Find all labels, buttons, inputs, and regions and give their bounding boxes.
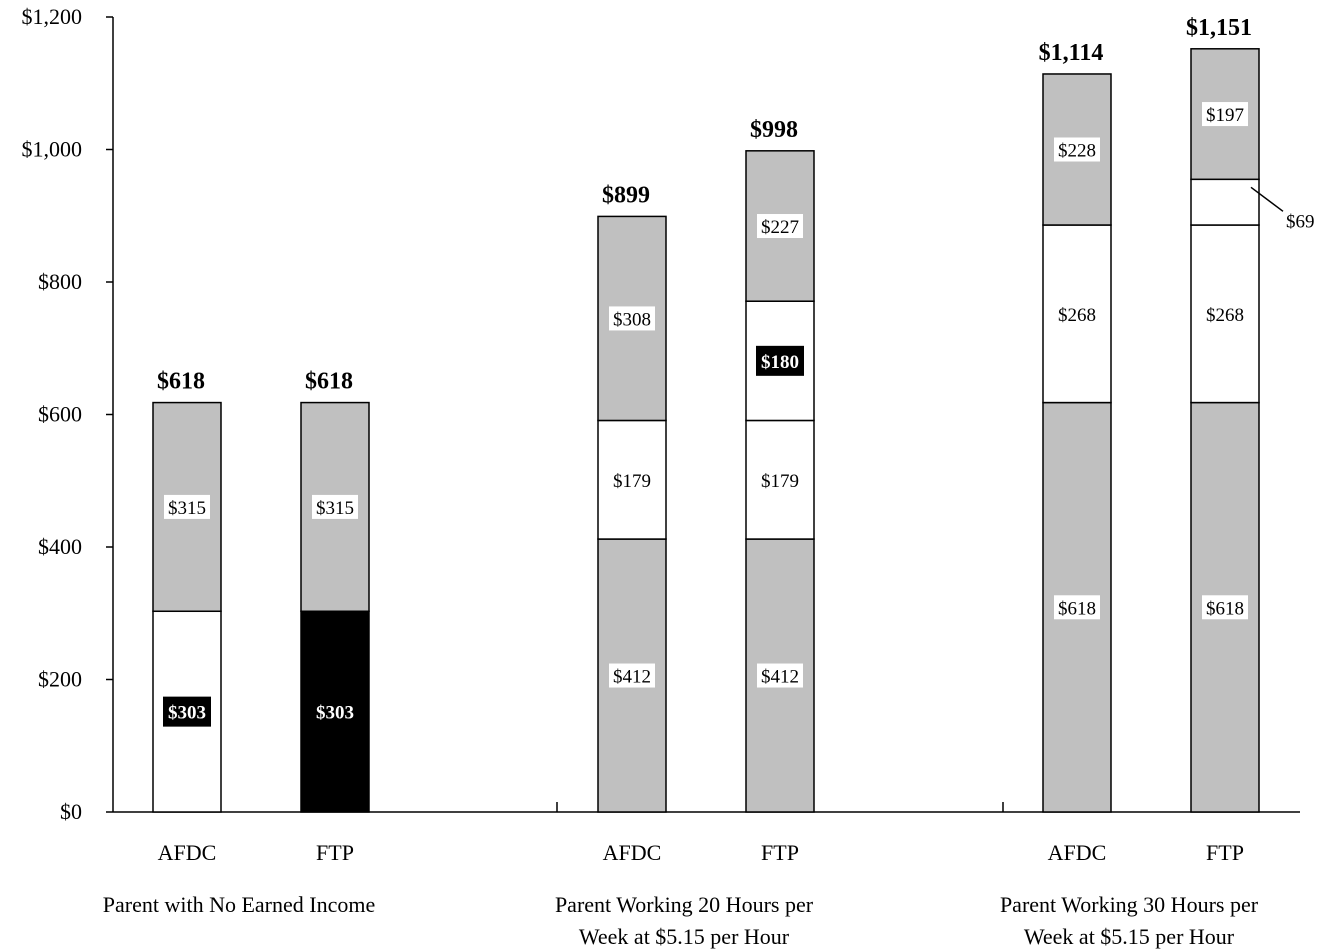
segment-value-label: $412	[613, 667, 651, 688]
bar-total-label: $998	[750, 117, 798, 143]
segment-value-label: $412	[761, 667, 799, 688]
segment-label-box	[1202, 301, 1248, 326]
segment-label-box	[1054, 137, 1100, 162]
segment-value-label: $69	[1286, 211, 1315, 232]
group-label: Week at $5.15 per Hour	[1024, 924, 1235, 949]
y-tick-label: $600	[38, 402, 82, 427]
bar-total-label: $618	[157, 369, 205, 395]
x-category-label: AFDC	[158, 840, 217, 865]
segment-value-label: $179	[761, 471, 799, 492]
bar-segment	[1190, 178, 1260, 226]
segment-label-box	[609, 306, 655, 331]
segment-label-box	[609, 663, 655, 688]
segment-label-box	[1202, 595, 1248, 620]
y-tick-label: $200	[38, 667, 82, 692]
x-category-label: FTP	[761, 840, 799, 865]
segment-value-label: $197	[1206, 105, 1244, 126]
segment-value-label: $618	[1058, 598, 1096, 619]
segment-label-box	[757, 214, 803, 239]
segment-value-label: $303	[316, 703, 354, 724]
segment-value-label: $228	[1058, 141, 1096, 162]
y-tick-label: $400	[38, 534, 82, 559]
segment-label-box	[609, 467, 655, 492]
bar-total-label: $1,151	[1186, 15, 1252, 41]
group-label: Week at $5.15 per Hour	[579, 924, 790, 949]
segment-label-box	[1054, 301, 1100, 326]
callout-leader-line	[1250, 186, 1284, 212]
segment-label-box	[756, 345, 804, 376]
segment-value-label: $315	[168, 498, 206, 519]
x-category-label: FTP	[316, 840, 354, 865]
segment-value-label: $315	[316, 498, 354, 519]
bar-total-label: $899	[602, 182, 650, 208]
y-tick-label: $1,200	[22, 4, 83, 29]
y-tick-label: $800	[38, 269, 82, 294]
segment-value-label: $180	[761, 352, 799, 373]
segment-label-box	[312, 494, 358, 519]
segment-label-box	[163, 696, 211, 727]
x-category-label: AFDC	[1048, 840, 1107, 865]
group-label: Parent Working 30 Hours per	[1000, 892, 1259, 917]
segment-label-box	[164, 494, 210, 519]
x-category-label: FTP	[1206, 840, 1244, 865]
bar-total-label: $618	[305, 369, 353, 395]
segment-value-label: $303	[168, 703, 206, 724]
segment-label-box	[757, 663, 803, 688]
bar-total-label: $1,114	[1039, 40, 1104, 66]
segment-value-label: $308	[613, 309, 651, 330]
segment-label-box	[1202, 102, 1248, 127]
segment-value-label: $179	[613, 471, 651, 492]
group-label: Parent Working 20 Hours per	[555, 892, 814, 917]
y-tick-label: $1,000	[22, 137, 83, 162]
segment-value-label: $268	[1206, 305, 1244, 326]
segment-value-label: $227	[761, 217, 799, 238]
segment-label-box	[757, 467, 803, 492]
segment-label-box	[311, 696, 359, 727]
y-tick-label: $0	[60, 799, 82, 824]
group-label: Parent with No Earned Income	[103, 892, 375, 917]
segment-value-label: $618	[1206, 598, 1244, 619]
labels: $303 $315 $618 AFDC $303 $315 $618 FTP Parent wi…	[103, 15, 1315, 949]
segment-value-label: $268	[1058, 305, 1096, 326]
x-category-label: AFDC	[603, 840, 662, 865]
segment-label-box	[1054, 595, 1100, 620]
